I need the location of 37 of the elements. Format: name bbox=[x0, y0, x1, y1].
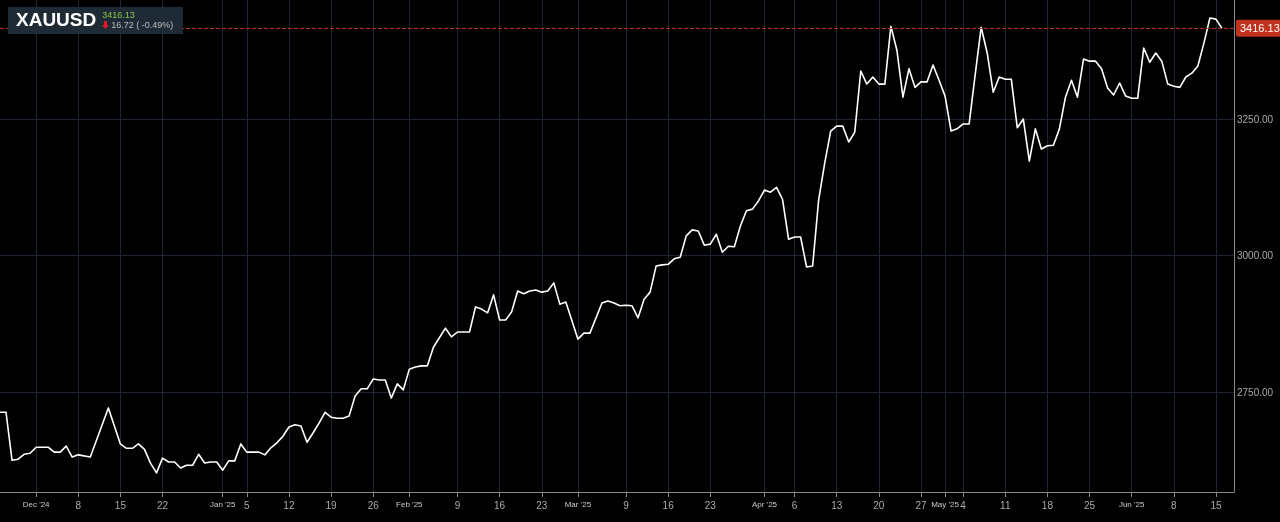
x-tick-label: 6 bbox=[791, 499, 798, 511]
x-tick-label: 16 bbox=[662, 499, 675, 511]
x-tick-label: 23 bbox=[704, 499, 717, 511]
x-tick-label: 13 bbox=[831, 499, 843, 511]
x-tick-label: 22 bbox=[156, 499, 169, 511]
y-tick-label: 3250.00 bbox=[1237, 113, 1274, 125]
ref-line-label: 3416.13 bbox=[1240, 22, 1280, 35]
x-tick-label: May '25 bbox=[931, 499, 960, 509]
x-tick-label: 27 bbox=[915, 499, 927, 511]
x-tick-label: Jun '25 bbox=[1118, 499, 1145, 509]
x-tick-label: 18 bbox=[1041, 499, 1054, 511]
text: 3416.13 bbox=[102, 9, 136, 20]
x-tick-label: 25 bbox=[1083, 499, 1096, 511]
x-tick-label: Jan '25 bbox=[209, 499, 237, 509]
x-tick-label: 8 bbox=[75, 499, 82, 511]
x-tick-label: Apr '25 bbox=[751, 499, 778, 509]
x-tick-label: 15 bbox=[1210, 499, 1222, 511]
x-tick-label: 11 bbox=[1000, 499, 1011, 511]
x-tick-label: 9 bbox=[454, 499, 461, 511]
x-tick-label: 4 bbox=[960, 499, 967, 511]
x-tick-label: 19 bbox=[325, 499, 338, 511]
x-tick-label: 12 bbox=[283, 499, 295, 511]
x-tick-label: 23 bbox=[536, 499, 548, 511]
x-tick-label: 5 bbox=[244, 499, 251, 511]
x-tick-label: 8 bbox=[1171, 499, 1178, 511]
x-tick-label: 15 bbox=[114, 499, 127, 511]
x-tick-label: Dec '24 bbox=[22, 499, 51, 509]
x-tick-label: 9 bbox=[623, 499, 630, 511]
y-tick-label: 2750.00 bbox=[1237, 386, 1274, 398]
x-tick-label: 20 bbox=[873, 499, 885, 511]
x-tick-label: 26 bbox=[367, 499, 380, 511]
annotation: 16.72 ( -0.49%) bbox=[111, 19, 174, 31]
text: XAUUSD bbox=[16, 9, 97, 31]
x-tick-label: Mar '25 bbox=[564, 499, 592, 509]
x-tick-label: 16 bbox=[494, 499, 506, 511]
x-tick-label: Feb '25 bbox=[396, 499, 424, 509]
y-tick-label: 3000.00 bbox=[1237, 250, 1274, 262]
